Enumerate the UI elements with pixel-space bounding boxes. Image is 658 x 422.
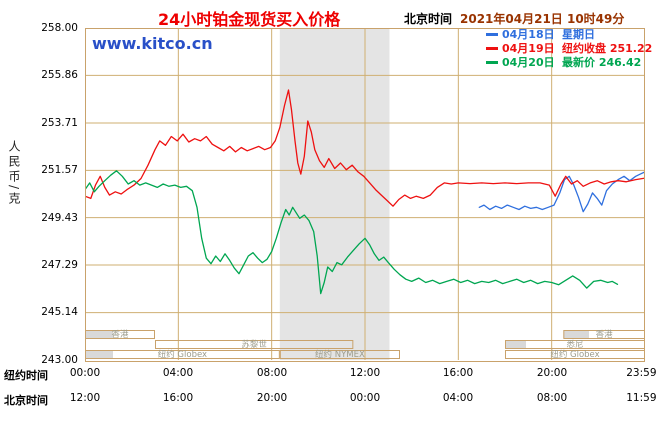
x-axis-beijing-row: 北京时间 12:00 16:00 20:00 00:00 04:00 08:00… — [0, 392, 658, 407]
datetime-value: 2021年04月21日 10时49分 — [460, 12, 625, 26]
session-label: 苏黎世 — [241, 339, 267, 350]
y-axis-tick-label: 255.86 — [41, 69, 78, 81]
timezone-label: 北京时间 — [404, 12, 453, 26]
x-tick-label: 23:59 — [626, 367, 657, 379]
page-title: 24小时铂金现货买入价格 — [158, 10, 341, 29]
x-tick-label: 20:00 — [536, 367, 568, 379]
x-tick-label: 16:00 — [162, 392, 194, 404]
x-tick-label: 04:00 — [162, 367, 194, 379]
legend-line-marker — [486, 60, 498, 64]
x-tick-label: 12:00 — [349, 367, 381, 379]
legend-line-marker — [486, 32, 498, 36]
nymex-session-band — [279, 28, 390, 360]
session-box — [279, 350, 400, 359]
legend-row: 04月19日 纽约收盘 251.22 — [486, 41, 652, 55]
x-tick-label: 08:00 — [536, 392, 568, 404]
y-axis-tick-label: 247.29 — [41, 259, 78, 271]
x-tick-label: 16:00 — [442, 367, 474, 379]
legend-date: 04月20日 — [502, 56, 555, 69]
price-line — [478, 171, 645, 213]
beijing-time-label: 北京时间 — [4, 394, 48, 407]
session-label: 香港 — [596, 329, 614, 340]
legend-date: 04月19日 — [502, 42, 555, 55]
session-progress-fill — [85, 350, 113, 358]
legend-row: 04月20日 最新价 246.42 — [486, 55, 652, 69]
session-label: 香港 — [111, 329, 129, 340]
y-axis-tick-label: 251.57 — [41, 164, 78, 176]
y-axis-tick-label: 253.71 — [41, 117, 78, 129]
y-axis-tick-label: 249.43 — [41, 212, 78, 224]
session-box — [155, 340, 354, 349]
plot-border — [85, 28, 645, 362]
y-axis-unit: 人民币/克 — [7, 140, 21, 208]
x-tick-label: 20:00 — [256, 392, 288, 404]
y-axis-tick-label: 245.14 — [41, 306, 78, 318]
x-axis-newyork-row: 纽约时间 00:00 04:00 08:00 12:00 16:00 20:00… — [0, 367, 658, 382]
y-axis-tick-label: 258.00 — [41, 22, 78, 34]
price-line — [85, 170, 619, 295]
session-progress-fill — [505, 340, 526, 348]
session-progress-fill — [85, 330, 113, 338]
kitco-watermark-link[interactable]: www.kitco.cn — [92, 34, 213, 53]
legend-row: 04月18日 星期日 — [486, 27, 652, 41]
y-axis-tick-label: 243.00 — [41, 354, 78, 366]
legend-note: 最新价 246.42 — [562, 56, 642, 69]
session-label: 纽约 Globex — [550, 349, 599, 360]
legend-note: 纽约收盘 251.22 — [562, 42, 653, 55]
x-tick-label: 04:00 — [442, 392, 474, 404]
x-tick-label: 08:00 — [256, 367, 288, 379]
newyork-time-label: 纽约时间 — [4, 369, 48, 382]
legend-line-marker — [486, 46, 498, 50]
legend-date: 04月18日 — [502, 28, 555, 41]
legend-note: 星期日 — [562, 28, 595, 41]
price-line — [85, 89, 645, 207]
session-label: 纽约 Globex — [158, 349, 207, 360]
session-label: 悉尼 — [566, 339, 583, 350]
x-tick-label: 11:59 — [626, 392, 657, 404]
session-label: 纽约 NYMEX — [315, 349, 365, 360]
session-progress-fill — [563, 330, 589, 338]
legend: 04月18日 星期日 04月19日 纽约收盘 251.22 04月20日 最新价… — [486, 27, 652, 69]
x-tick-label: 00:00 — [349, 392, 381, 404]
x-tick-label: 00:00 — [69, 367, 101, 379]
x-tick-label: 12:00 — [69, 392, 101, 404]
